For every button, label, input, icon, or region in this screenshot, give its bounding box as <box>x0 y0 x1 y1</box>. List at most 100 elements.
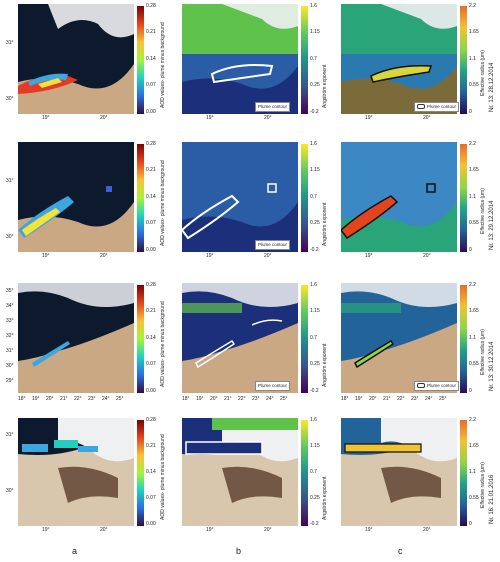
row3-rad-tick-4: 0 <box>469 389 472 394</box>
row3-b-legend: Plume contour <box>255 381 290 391</box>
row4-ytick-0: 31° <box>6 432 14 438</box>
row3-ang-tick-4: -0.2 <box>310 389 319 394</box>
row3-aod-colorbar <box>137 285 144 393</box>
row3-b-xtick-2: 20° <box>210 396 218 402</box>
row1-rad-tick-0: 2.2 <box>469 4 476 9</box>
row3-date: Nr. 13: 30.12.2014 <box>489 342 495 391</box>
row3-radius-colorbar <box>460 285 467 393</box>
row1-aod-tick-0: 0.28 <box>146 4 156 9</box>
row3-c-xtick-6: 24° <box>425 396 433 402</box>
row3-a-xtick-3: 21° <box>60 396 68 402</box>
row4-date: Nr. 16: 21.01.2016 <box>489 475 495 524</box>
row1-date: Nr. 13: 28.12.2014 <box>489 63 495 112</box>
row4-aod-tick-0: 0.28 <box>146 418 156 423</box>
row4-ang-tick-4: -0.2 <box>310 522 319 527</box>
row2-aod-tick-4: 0.00 <box>146 248 156 253</box>
row3-c-xtick-3: 21° <box>383 396 391 402</box>
row3-aod-tick-1: 0.21 <box>146 309 156 314</box>
row3-a-xtick-6: 24° <box>102 396 110 402</box>
row3-ang-tick-3: 0.25 <box>310 362 320 367</box>
row2-ang-tick-1: 1.15 <box>310 168 320 173</box>
row3-c-xtick-0: 18° <box>341 396 349 402</box>
row1-radius-map <box>341 4 457 114</box>
row4-ang-tick-2: 0.7 <box>310 470 317 475</box>
row1-aod-tick-2: 0.14 <box>146 57 156 62</box>
row1-a-xtick-0: 19° <box>42 115 50 121</box>
row3-a-xtick-2: 20° <box>46 396 54 402</box>
row3-aod-tick-4: 0.00 <box>146 389 156 394</box>
row3-c-xtick-4: 22° <box>397 396 405 402</box>
row3-b-xtick-6: 24° <box>266 396 274 402</box>
row2-aod-tick-3: 0.07 <box>146 221 156 226</box>
row1-aod-tick-4: 0.00 <box>146 110 156 115</box>
row2-rad-tick-2: 1.1 <box>469 195 476 200</box>
row3-a-xtick-4: 22° <box>74 396 82 402</box>
row4-aod-tick-3: 0.07 <box>146 496 156 501</box>
row4-aod-label: AOD values- plume minus background <box>160 434 166 520</box>
row3-c-legend: Plume contour <box>414 381 459 391</box>
row3-c-xtick-5: 23° <box>411 396 419 402</box>
row1-angstrom-map <box>182 4 298 114</box>
row4-radius-label: Effective radius (μm) <box>480 462 486 508</box>
row2-b-xtick-0: 19° <box>206 253 214 259</box>
row1-angstrom-colorbar <box>301 6 308 114</box>
row3-angstrom-label: Angström exponent <box>322 344 328 387</box>
row3-ang-tick-1: 1.15 <box>310 309 320 314</box>
row3-rad-tick-3: 0.55 <box>469 362 479 367</box>
row4-b-xtick-0: 19° <box>206 527 214 533</box>
row3-angstrom-map <box>182 283 298 393</box>
row4-a-xtick-1: 20° <box>100 527 108 533</box>
row1-b-xtick-0: 19° <box>206 115 214 121</box>
row4-c-xtick-0: 19° <box>365 527 373 533</box>
row2-ytick-0: 31° <box>6 178 14 184</box>
row3-radius-map <box>341 283 457 393</box>
row3-c-xtick-7: 25° <box>439 396 447 402</box>
row3-b-xtick-0: 18° <box>182 396 190 402</box>
row2-radius-colorbar <box>460 144 467 252</box>
column-label-a: a <box>72 546 77 556</box>
row2-b-legend: Plume contour <box>255 240 290 250</box>
row2-c-xtick-0: 19° <box>365 253 373 259</box>
row1-rad-tick-3: 0.55 <box>469 83 479 88</box>
row4-aod-tick-2: 0.14 <box>146 470 156 475</box>
row1-angstrom-label: Angström exponent <box>322 65 328 108</box>
row2-a-xtick-0: 19° <box>42 253 50 259</box>
row2-a-xtick-1: 20° <box>100 253 108 259</box>
column-label-b: b <box>236 546 241 556</box>
row2-b-xtick-1: 20° <box>264 253 272 259</box>
row2-aod-tick-1: 0.21 <box>146 168 156 173</box>
row1-aod-colorbar <box>137 6 144 114</box>
row2-angstrom-colorbar <box>301 144 308 252</box>
row4-rad-tick-3: 0.55 <box>469 496 479 501</box>
row3-b-xtick-4: 22° <box>238 396 246 402</box>
row3-ytick-1: 34° <box>6 303 14 309</box>
row4-aod-colorbar <box>137 420 144 526</box>
row2-ang-tick-3: 0.25 <box>310 221 320 226</box>
row4-c-xtick-1: 20° <box>423 527 431 533</box>
row4-aod-map <box>18 418 134 526</box>
row4-rad-tick-4: 0 <box>469 522 472 527</box>
row2-aod-tick-2: 0.14 <box>146 195 156 200</box>
row1-rad-tick-1: 1.65 <box>469 30 479 35</box>
row3-c-xtick-2: 20° <box>369 396 377 402</box>
row3-radius-label: Effective radius (μm) <box>480 329 486 375</box>
row4-aod-tick-1: 0.21 <box>146 444 156 449</box>
row1-ytick-1: 30° <box>6 96 14 102</box>
row3-aod-label: AOD values- plume minus background <box>160 301 166 387</box>
plume-contour-swatch <box>417 383 425 388</box>
row2-radius-map <box>341 142 457 252</box>
row3-aod-map <box>18 283 134 393</box>
row4-b-xtick-1: 20° <box>264 527 272 533</box>
row2-aod-map <box>18 142 134 252</box>
row1-aod-tick-3: 0.07 <box>146 83 156 88</box>
row1-ang-tick-0: 1.6 <box>310 4 317 9</box>
row3-angstrom-colorbar <box>301 285 308 393</box>
row1-ang-tick-2: 0.7 <box>310 57 317 62</box>
row1-ang-tick-3: 0.25 <box>310 83 320 88</box>
row4-rad-tick-0: 2.2 <box>469 418 476 423</box>
row3-rad-tick-0: 2.2 <box>469 283 476 288</box>
row4-aod-tick-4: 0.00 <box>146 522 156 527</box>
row4-radius-map <box>341 418 457 526</box>
row1-ytick-0: 31° <box>6 40 14 46</box>
row3-ytick-3: 32° <box>6 333 14 339</box>
